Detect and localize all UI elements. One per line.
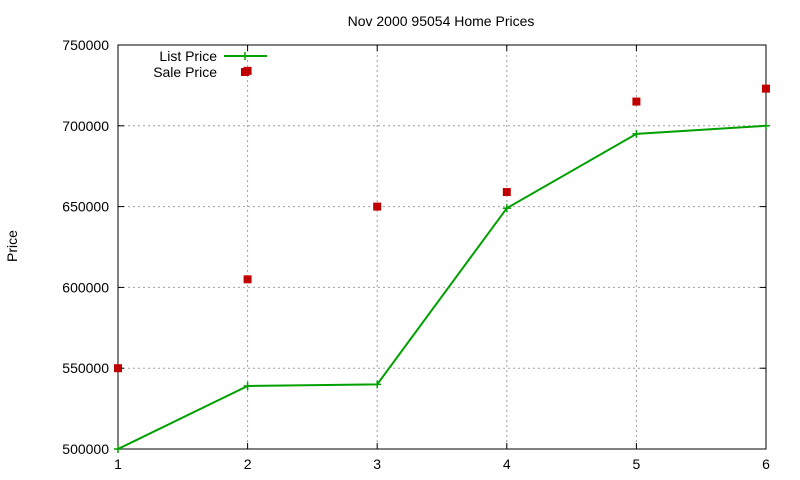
- x-tick-label: 1: [114, 456, 122, 472]
- sale-price-point: [373, 202, 382, 211]
- sale-price-point: [243, 275, 252, 284]
- y-tick-label: 700000: [62, 118, 109, 134]
- sale-price-point: [762, 84, 770, 93]
- legend-swatch-point: [241, 68, 249, 76]
- x-tick-label: 2: [244, 456, 252, 472]
- sale-price-point: [502, 188, 511, 197]
- series-list-price: [114, 121, 770, 453]
- list-price-line: [117, 124, 767, 450]
- y-axis-label: Price: [4, 230, 20, 262]
- x-tick-label: 4: [503, 456, 511, 472]
- y-tick-label: 600000: [62, 279, 109, 295]
- grid-layer: [118, 45, 766, 449]
- list-price-point: [632, 129, 641, 138]
- legend-label: Sale Price: [153, 64, 217, 80]
- series-sale-price: [114, 66, 770, 373]
- x-tick-label: 6: [762, 456, 770, 472]
- chart-title: Nov 2000 95054 Home Prices: [348, 13, 535, 29]
- legend-swatch-point: [241, 52, 249, 60]
- y-tick-label: 550000: [62, 360, 109, 376]
- sale-price-point: [632, 97, 641, 106]
- list-price-point: [243, 381, 252, 390]
- y-tick-label: 750000: [62, 37, 109, 53]
- list-price-point: [373, 380, 382, 389]
- y-tick-label: 650000: [62, 199, 109, 215]
- list-price-point: [502, 204, 511, 213]
- sale-price-point: [114, 364, 122, 373]
- y-tick-label: 500000: [62, 441, 109, 457]
- list-price-point: [114, 445, 122, 453]
- axes-layer: 1 2 3 4 5 6 500000 550000 600000 650000 700000 7500…: [62, 37, 770, 472]
- x-tick-label: 5: [633, 456, 641, 472]
- plot-frame: [117, 44, 767, 450]
- x-tick-label: 3: [373, 456, 381, 472]
- list-price-point: [762, 121, 770, 130]
- series-layer: [114, 66, 770, 453]
- legend-label: List Price: [159, 48, 217, 64]
